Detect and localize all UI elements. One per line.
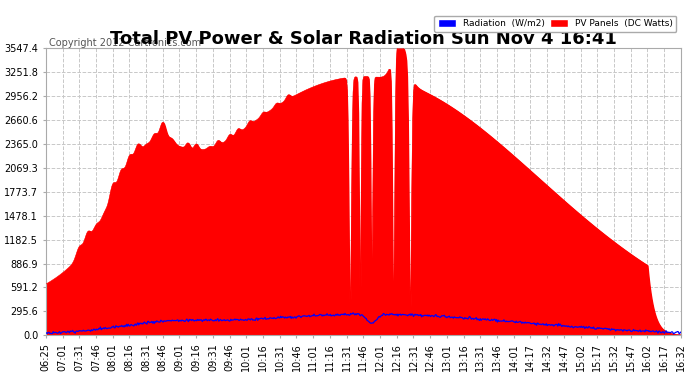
- Title: Total PV Power & Solar Radiation Sun Nov 4 16:41: Total PV Power & Solar Radiation Sun Nov…: [110, 30, 617, 48]
- Legend: Radiation  (W/m2), PV Panels  (DC Watts): Radiation (W/m2), PV Panels (DC Watts): [434, 16, 676, 32]
- Text: Copyright 2012 Cartronics.com: Copyright 2012 Cartronics.com: [49, 38, 201, 48]
